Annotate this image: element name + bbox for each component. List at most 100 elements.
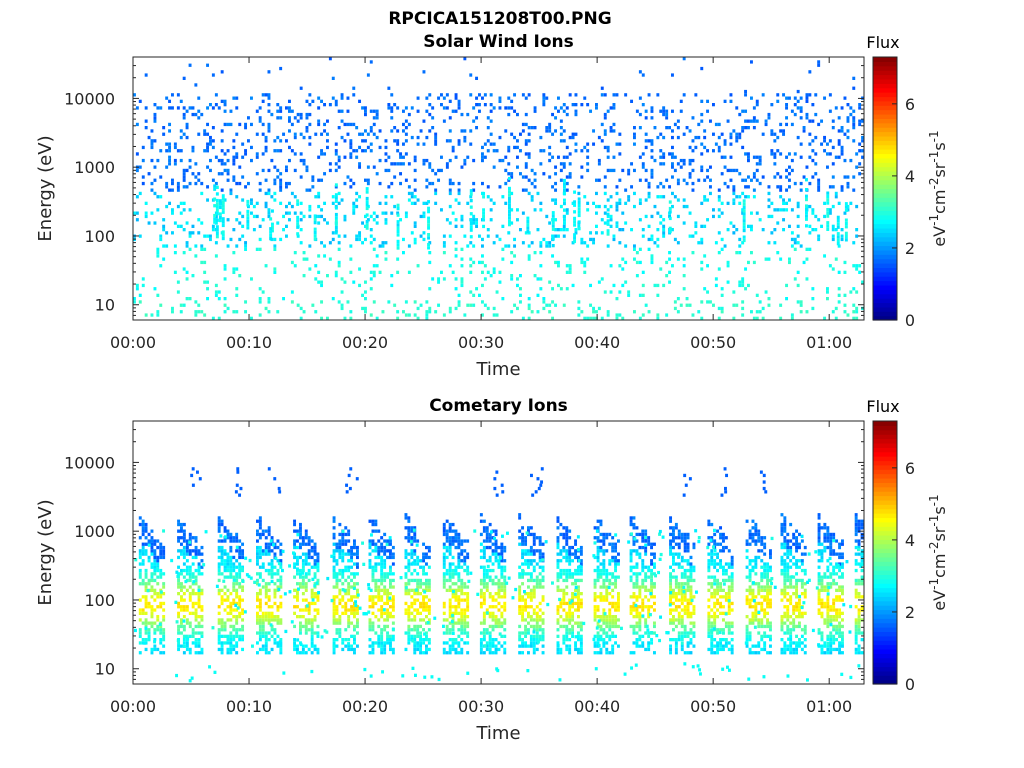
- flux-cell: [521, 644, 525, 648]
- flux-cell: [565, 532, 569, 537]
- flux-cell: [600, 316, 604, 320]
- flux-cell: [451, 621, 455, 625]
- flux-cell: [349, 122, 353, 127]
- flux-cell: [662, 224, 666, 228]
- flux-cell: [320, 208, 324, 212]
- flux-cell: [700, 142, 704, 146]
- flux-cell: [153, 542, 157, 546]
- flux-cell: [500, 572, 504, 576]
- flux-cell: [162, 592, 166, 596]
- flux-cell: [482, 601, 486, 606]
- flux-cell: [364, 306, 367, 311]
- flux-cell: [221, 194, 225, 198]
- flux-cell: [425, 96, 429, 100]
- flux-cell: [349, 310, 353, 314]
- flux-cell: [218, 202, 222, 206]
- flux-cell: [448, 526, 452, 530]
- flux-cell: [177, 565, 181, 569]
- flux-cell: [834, 106, 838, 110]
- flux-cell: [194, 162, 198, 166]
- flux-cell: [235, 634, 239, 638]
- flux-cell: [527, 615, 530, 619]
- flux-cell: [218, 199, 222, 203]
- flux-cell: [200, 260, 204, 265]
- flux-cell: [600, 86, 604, 90]
- flux-cell: [276, 641, 280, 645]
- flux-cell: [229, 237, 233, 242]
- flux-cell: [141, 532, 145, 537]
- flux-cell: [556, 628, 560, 632]
- flux-cell: [793, 112, 797, 117]
- flux-cell: [185, 297, 189, 301]
- flux-cell: [472, 214, 476, 219]
- flux-cell: [513, 109, 517, 113]
- flux-cell: [299, 201, 303, 205]
- flux-cell: [229, 631, 233, 635]
- flux-cell: [621, 168, 625, 173]
- flux-cell: [229, 545, 233, 550]
- flux-cell: [377, 644, 381, 648]
- flux-cell: [717, 122, 721, 127]
- flux-cell: [767, 204, 771, 209]
- flux-cell: [811, 158, 815, 163]
- flux-cell: [381, 310, 385, 314]
- flux-cell: [218, 212, 222, 216]
- flux-cell: [343, 234, 347, 238]
- flux-cell: [299, 526, 302, 530]
- flux-cell: [404, 526, 408, 530]
- flux-cell: [356, 608, 359, 612]
- flux-cell: [332, 542, 336, 546]
- flux-cell: [805, 217, 808, 221]
- flux-cell: [563, 208, 566, 212]
- flux-cell: [463, 568, 467, 573]
- flux-cell: [541, 595, 545, 599]
- flux-cell: [278, 490, 282, 494]
- flux-cell: [419, 129, 423, 133]
- flux-cell: [682, 264, 686, 268]
- flux-cell: [182, 168, 186, 173]
- flux-cell: [279, 181, 283, 186]
- flux-cell: [326, 145, 329, 150]
- flux-cell: [647, 247, 651, 251]
- flux-cell: [347, 621, 351, 625]
- flux-cell: [463, 549, 467, 553]
- flux-cell: [425, 605, 428, 609]
- flux-cell: [180, 536, 183, 540]
- flux-cell: [779, 316, 783, 320]
- flux-cell: [427, 647, 431, 652]
- flux-cell: [494, 532, 498, 537]
- flux-cell: [518, 572, 522, 576]
- flux-cell: [527, 316, 531, 320]
- flux-cell: [694, 221, 698, 225]
- flux-cell: [159, 568, 163, 573]
- flux-cell: [374, 549, 378, 553]
- flux-cell: [188, 592, 192, 596]
- flux-cell: [808, 224, 812, 228]
- flux-cell: [586, 168, 590, 173]
- flux-cell: [700, 300, 704, 304]
- flux-cell: [742, 228, 746, 233]
- flux-cell: [583, 195, 587, 199]
- flux-cell: [391, 552, 395, 556]
- flux-cell: [391, 598, 395, 602]
- flux-cell: [194, 313, 198, 317]
- flux-cell: [650, 237, 654, 242]
- flux-cell: [448, 601, 452, 606]
- flux-cell: [299, 651, 302, 655]
- flux-cell: [571, 103, 575, 107]
- flux-cell: [191, 562, 195, 566]
- flux-cell: [482, 208, 486, 212]
- flux-cell: [380, 559, 384, 563]
- flux-cell: [244, 310, 248, 314]
- flux-cell: [527, 621, 530, 625]
- flux-cell: [556, 542, 560, 546]
- flux-cell: [837, 244, 841, 248]
- flux-cell: [568, 638, 572, 642]
- flux-cell: [828, 93, 832, 97]
- flux-cell: [168, 149, 172, 153]
- flux-cell: [413, 628, 417, 632]
- flux-cell: [150, 542, 154, 546]
- flux-cell: [235, 641, 239, 645]
- flux-cell: [133, 297, 136, 301]
- flux-cell: [732, 231, 736, 235]
